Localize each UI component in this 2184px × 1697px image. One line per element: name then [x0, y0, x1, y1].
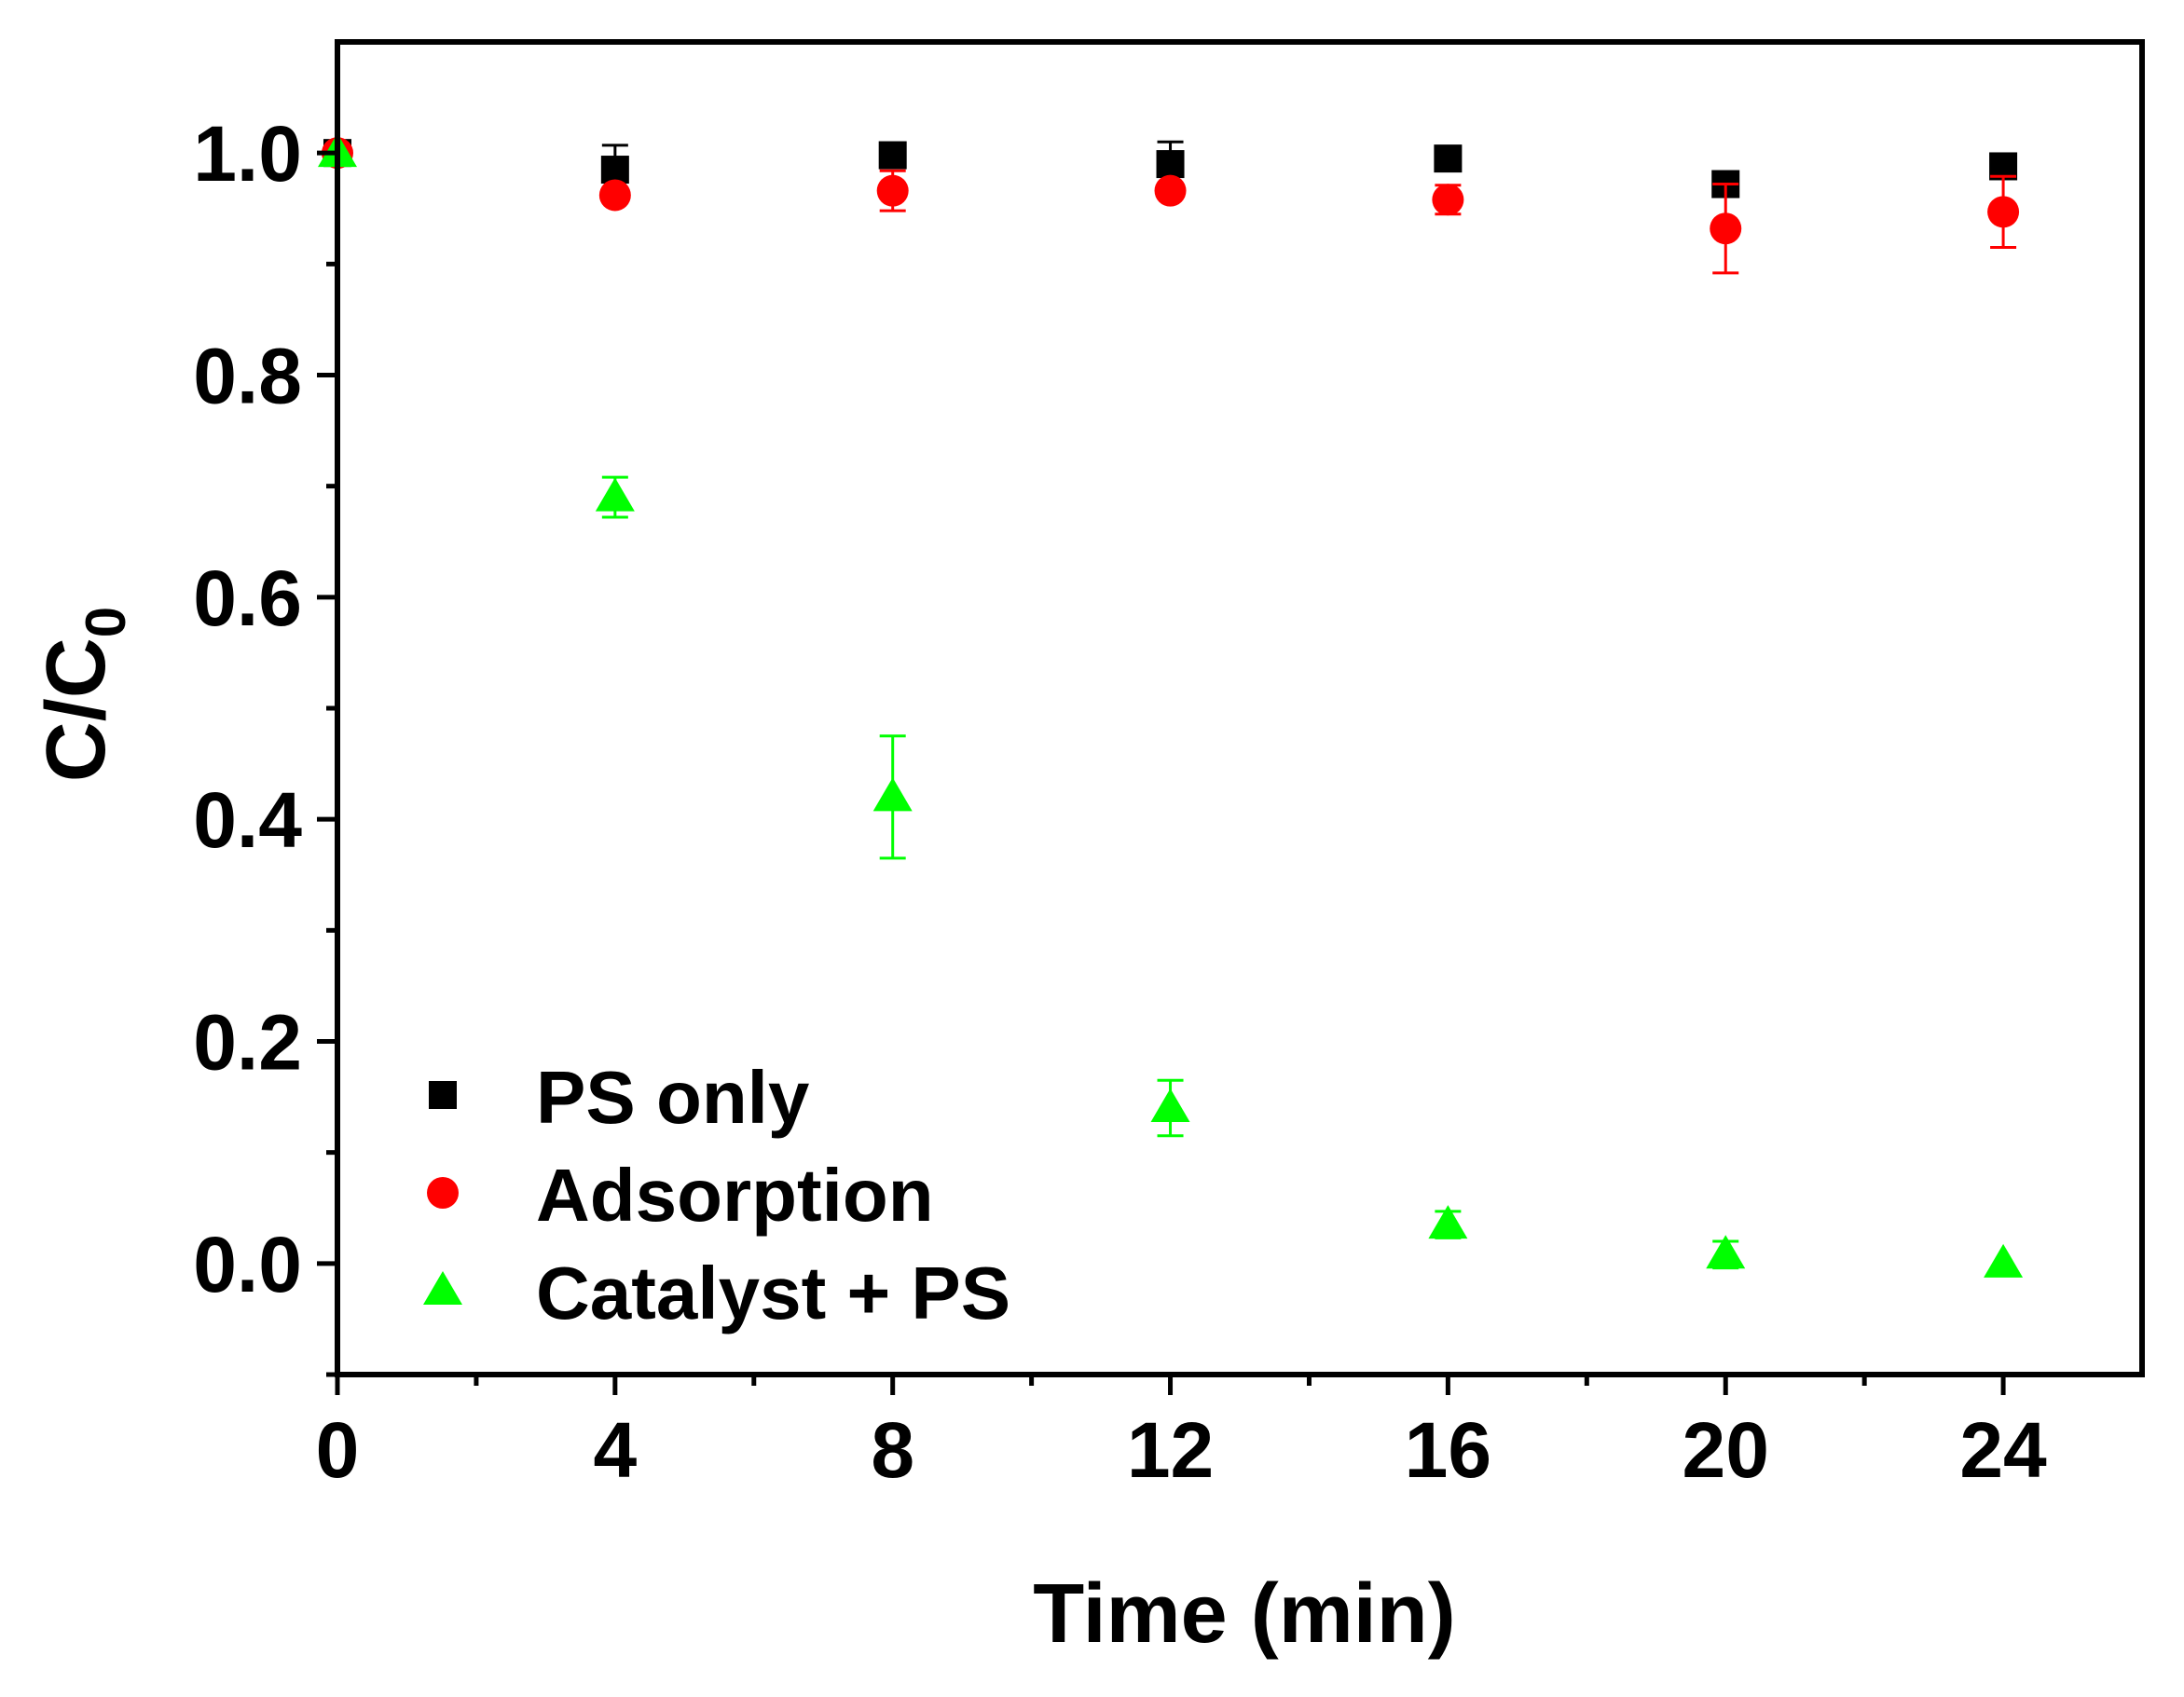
legend-marker-square: [429, 1081, 457, 1109]
data-point-square: [1156, 150, 1185, 179]
data-point-circle: [1432, 184, 1464, 216]
data-point-triangle: [1150, 1088, 1190, 1122]
labels-layer: Time (min) C/C0: [30, 607, 1456, 1661]
x-tick-label: 20: [1683, 1406, 1769, 1494]
axes-layer: 0 4 8 12 16 20 24 0.0 0.2 0.4 0.6 0.8 1.0: [193, 39, 2145, 1494]
x-tick-label: 0: [316, 1406, 360, 1494]
y-axis-title-subscript: 0: [75, 607, 137, 637]
y-tick-label: 0.4: [193, 776, 302, 864]
data-point-square: [878, 141, 907, 170]
data-point-circle: [876, 174, 909, 207]
legend-marker-triangle: [423, 1271, 462, 1305]
y-axis-title: C/C0: [30, 607, 137, 782]
x-tick-label: 16: [1405, 1406, 1491, 1494]
legend-label: Adsorption: [536, 1154, 934, 1237]
y-tick-label: 0.0: [193, 1221, 302, 1308]
legend-label: Catalyst + PS: [536, 1252, 1010, 1334]
series-circle: [322, 137, 2020, 275]
legend: PS only Adsorption Catalyst + PS: [423, 1056, 1010, 1334]
x-tick-label: 8: [871, 1406, 914, 1494]
data-point-triangle: [595, 477, 635, 512]
legend-label: PS only: [536, 1056, 810, 1139]
y-tick-label: 0.2: [193, 999, 302, 1087]
data-point-triangle: [872, 777, 913, 812]
y-axis-title-main: C/C: [30, 637, 123, 782]
x-axis-title: Time (min): [1033, 1567, 1455, 1661]
data-point-circle: [1710, 212, 1742, 245]
data-point-circle: [1987, 196, 2020, 228]
data-point-triangle: [1984, 1243, 2024, 1278]
x-tick-label: 24: [1959, 1406, 2047, 1494]
plot-layer: [318, 133, 2024, 1278]
data-point-triangle: [1706, 1235, 1746, 1269]
data-point-circle: [598, 179, 631, 212]
legend-marker-circle: [427, 1177, 459, 1209]
data-point-square: [1434, 144, 1463, 173]
data-point-triangle: [1428, 1205, 1468, 1239]
x-tick-label: 4: [593, 1406, 637, 1494]
y-tick-label: 0.8: [193, 333, 302, 420]
y-tick-label: 1.0: [193, 110, 302, 198]
data-point-square: [600, 156, 629, 185]
y-tick-label: 0.6: [193, 554, 302, 642]
x-tick-label: 12: [1127, 1406, 1214, 1494]
data-point-circle: [1154, 174, 1187, 207]
